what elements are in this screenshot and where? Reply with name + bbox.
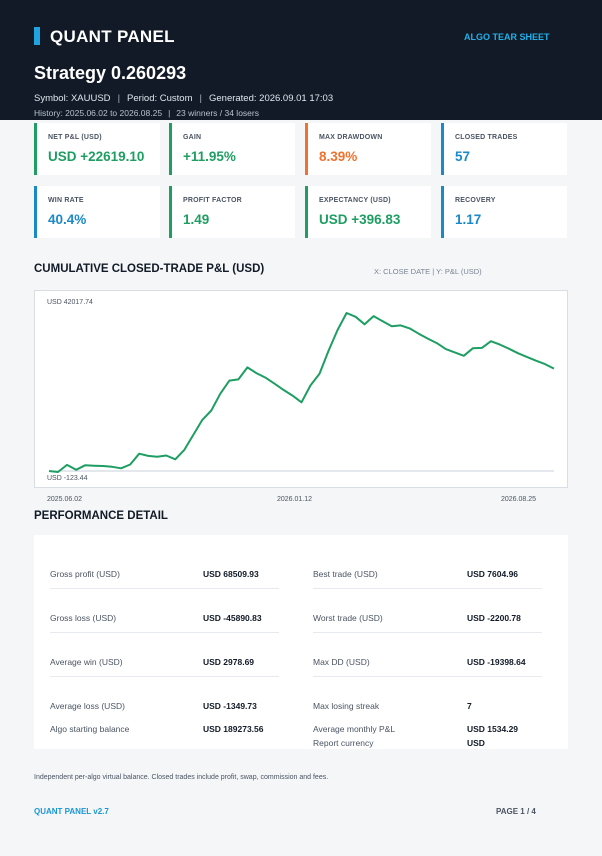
y-max-label: USD 42017.74 [47, 299, 93, 306]
row-divider [50, 676, 279, 677]
x-tick-mid: 2026.01.12 [277, 496, 313, 503]
x-tick-start: 2025.06.02 [47, 496, 83, 503]
profit-factor-card: PROFIT FACTOR 1.49 [169, 186, 295, 238]
profit-factor-value: 1.49 [183, 212, 210, 227]
max-losing-streak-label: Max losing streak [313, 701, 380, 711]
pnl-chart-svg [48, 312, 555, 473]
row-divider [313, 676, 542, 677]
trade-split: 23 winners / 34 losers [176, 108, 259, 118]
avg-monthly-pnl-value: USD 1534.29 [467, 724, 519, 734]
avg-monthly-pnl-label: Average monthly P&L [313, 724, 396, 734]
x-tick-end: 2026.08.25 [501, 496, 537, 503]
period-text: Period: Custom [127, 93, 193, 104]
performance-detail-panel: Gross profit (USD) USD 68509.93 Gross lo… [34, 535, 568, 749]
row-divider [50, 588, 279, 589]
max-dd-label: Max DD (USD) [313, 657, 370, 667]
max-losing-streak-value: 7 [467, 701, 472, 711]
pnl-series-line [48, 312, 555, 473]
footnote: Independent per-algo virtual balance. Cl… [34, 774, 329, 781]
starting-balance-value: USD 189273.56 [203, 724, 264, 734]
gross-loss-label: Gross loss (USD) [50, 613, 117, 623]
gain-label: GAIN [183, 134, 202, 141]
net-pnl-value: USD +22619.10 [48, 149, 145, 164]
report-meta: Symbol: XAUUSD | Period: Custom | Generated:… [34, 93, 334, 104]
gain-value: +11.95% [183, 149, 236, 164]
report-currency-value: USD [467, 738, 485, 748]
footer-brand: QUANT PANEL v2.7 [34, 807, 109, 816]
gross-profit-value: USD 68509.93 [203, 569, 259, 579]
expectancy-value: USD +396.83 [319, 212, 401, 227]
closed-trades-card: CLOSED TRADES 57 [441, 123, 567, 175]
net-pnl-card: NET P&L (USD) USD +22619.10 [34, 123, 160, 175]
recovery-label: RECOVERY [455, 197, 496, 204]
closed-trades-label: CLOSED TRADES [455, 134, 518, 141]
expectancy-card: EXPECTANCY (USD) USD +396.83 [305, 186, 431, 238]
average-loss-value: USD -1349.73 [203, 701, 257, 711]
worst-trade-value: USD -2200.78 [467, 613, 521, 623]
chart-axis-note: X: CLOSE DATE | Y: P&L (USD) [374, 267, 482, 276]
recovery-value: 1.17 [455, 212, 482, 227]
max-drawdown-card: MAX DRAWDOWN 8.39% [305, 123, 431, 175]
history-range: History: 2025.06.02 to 2026.08.25 [34, 108, 163, 118]
win-rate-card: WIN RATE 40.4% [34, 186, 160, 238]
brand-accent-bar [34, 27, 40, 45]
gross-profit-label: Gross profit (USD) [50, 569, 120, 579]
generated-text: Generated: 2026.09.01 17:03 [208, 93, 334, 104]
strategy-name: Strategy 0.260293 [34, 63, 187, 83]
average-win-label: Average win (USD) [50, 657, 123, 667]
closed-trades-value: 57 [455, 149, 471, 164]
win-rate-label: WIN RATE [48, 197, 84, 204]
symbol-text: Symbol: XAUUSD [34, 93, 111, 104]
detail-title: PERFORMANCE DETAIL [34, 510, 168, 522]
row-divider [50, 632, 279, 633]
worst-trade-label: Worst trade (USD) [313, 613, 383, 623]
win-rate-value: 40.4% [48, 212, 87, 227]
gross-loss-value: USD -45890.83 [203, 613, 262, 623]
net-pnl-label: NET P&L (USD) [48, 134, 102, 141]
report-currency-label: Report currency [313, 738, 374, 748]
report-type-tag: ALGO TEAR SHEET [464, 32, 550, 42]
history-line: History: 2025.06.02 to 2026.08.25 | 23 win… [34, 108, 259, 118]
max-drawdown-value: 8.39% [319, 149, 358, 164]
best-trade-label: Best trade (USD) [313, 569, 378, 579]
recovery-card: RECOVERY 1.17 [441, 186, 567, 238]
max-drawdown-label: MAX DRAWDOWN [319, 134, 383, 141]
report-header: QUANT PANEL ALGO TEAR SHEET Strategy 0.2… [0, 0, 602, 120]
row-divider [313, 632, 542, 633]
profit-factor-label: PROFIT FACTOR [183, 197, 242, 204]
page-number: PAGE 1 / 4 [496, 807, 536, 816]
gain-card: GAIN +11.95% [169, 123, 295, 175]
brand-title: QUANT PANEL [50, 27, 175, 46]
max-dd-value: USD -19398.64 [467, 657, 526, 667]
average-win-value: USD 2978.69 [203, 657, 255, 667]
starting-balance-label: Algo starting balance [50, 724, 130, 734]
average-loss-label: Average loss (USD) [50, 701, 125, 711]
best-trade-value: USD 7604.96 [467, 569, 519, 579]
expectancy-label: EXPECTANCY (USD) [319, 197, 391, 204]
row-divider [313, 588, 542, 589]
chart-title: CUMULATIVE CLOSED-TRADE P&L (USD) [34, 263, 265, 275]
pnl-chart: USD 42017.74 USD -123.44 [34, 290, 568, 488]
y-min-label: USD -123.44 [47, 475, 88, 482]
